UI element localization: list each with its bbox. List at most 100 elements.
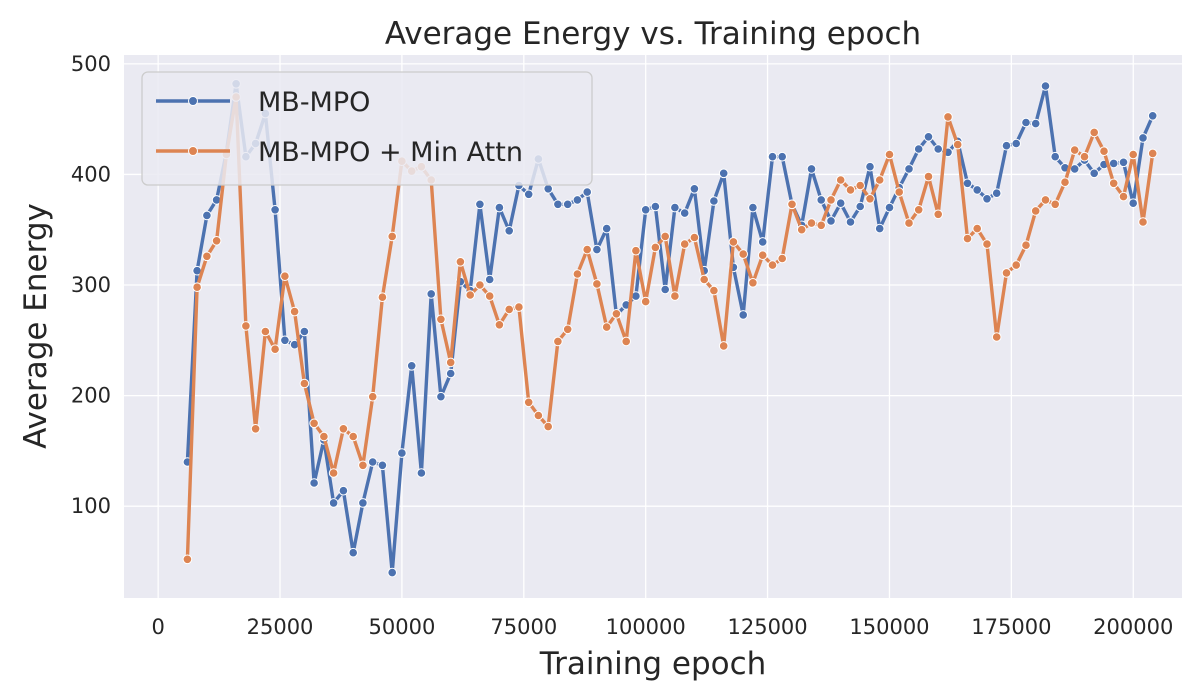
- data-point: [660, 284, 671, 295]
- data-point: [1118, 157, 1129, 168]
- data-point: [192, 282, 202, 293]
- data-point: [718, 341, 729, 351]
- y-tick-label: 500: [71, 52, 111, 76]
- data-point: [202, 251, 212, 262]
- data-point: [299, 326, 310, 337]
- data-point: [367, 391, 378, 402]
- data-point: [1060, 177, 1070, 187]
- data-point: [865, 161, 875, 172]
- data-point: [640, 296, 651, 307]
- data-point: [631, 245, 641, 256]
- data-point: [670, 291, 680, 301]
- data-point: [328, 468, 339, 478]
- data-point: [338, 424, 349, 434]
- data-point: [738, 249, 749, 259]
- data-point: [679, 239, 690, 249]
- data-point: [933, 144, 944, 154]
- data-point: [777, 151, 788, 162]
- data-point: [358, 460, 368, 471]
- data-point: [475, 199, 485, 210]
- data-point: [465, 290, 476, 300]
- data-point: [182, 554, 193, 565]
- data-point: [650, 201, 661, 212]
- data-point: [319, 431, 329, 442]
- data-point: [426, 289, 437, 299]
- data-point: [377, 292, 388, 303]
- data-point: [884, 149, 895, 160]
- data-point: [835, 175, 846, 185]
- data-point: [679, 208, 690, 218]
- series-1: [182, 92, 1158, 565]
- x-tick-label: 175000: [971, 615, 1051, 639]
- y-tick-label: 400: [71, 162, 111, 186]
- data-point: [1108, 158, 1119, 169]
- data-point: [377, 460, 388, 471]
- data-point: [611, 309, 622, 319]
- data-point: [504, 304, 515, 315]
- x-tick-label: 150000: [849, 615, 929, 639]
- y-tick-label: 200: [71, 384, 111, 408]
- x-tick-label: 125000: [727, 615, 807, 639]
- data-point: [962, 178, 973, 189]
- data-point: [874, 175, 885, 185]
- data-point: [767, 151, 778, 162]
- data-point: [962, 233, 973, 244]
- data-point: [387, 567, 398, 578]
- data-point: [904, 218, 914, 228]
- data-point: [455, 257, 466, 267]
- x-tick-label: 25000: [247, 615, 314, 639]
- data-point: [309, 478, 319, 488]
- data-point: [280, 335, 290, 346]
- x-tick-label: 50000: [369, 615, 436, 639]
- data-point: [855, 180, 866, 191]
- data-point: [309, 418, 319, 429]
- x-tick-label: 100000: [606, 615, 686, 639]
- data-point: [358, 498, 368, 508]
- data-point: [738, 310, 749, 320]
- y-tick-label: 300: [71, 273, 111, 297]
- data-point: [445, 368, 456, 379]
- data-point: [504, 226, 515, 236]
- data-point: [348, 547, 359, 558]
- data-point: [1011, 138, 1022, 149]
- data-point: [202, 210, 212, 221]
- data-point: [943, 112, 953, 122]
- data-point: [1079, 151, 1090, 162]
- y-axis-title: Average Energy: [18, 203, 54, 449]
- data-point: [689, 184, 700, 194]
- data-point: [543, 184, 554, 194]
- data-point: [1040, 195, 1051, 205]
- data-point: [494, 202, 505, 213]
- data-point: [1118, 191, 1129, 202]
- data-point: [757, 237, 768, 247]
- data-point: [338, 485, 349, 496]
- data-point: [280, 271, 290, 282]
- data-point: [709, 196, 719, 206]
- legend-box: [141, 71, 593, 186]
- data-point: [884, 202, 895, 213]
- data-point: [1021, 240, 1031, 250]
- data-point: [923, 132, 934, 142]
- data-point: [582, 187, 593, 197]
- data-point: [787, 199, 797, 210]
- data-point: [348, 431, 359, 442]
- data-point: [572, 195, 583, 205]
- data-point: [913, 144, 924, 154]
- y-tick-label: 100: [71, 494, 111, 518]
- data-point: [484, 274, 495, 285]
- data-point: [572, 269, 583, 279]
- data-point: [270, 205, 280, 215]
- data-point: [601, 322, 612, 332]
- legend-label-min-attn: MB-MPO + Min Attn: [258, 137, 523, 168]
- data-point: [972, 223, 983, 234]
- data-point: [777, 253, 788, 264]
- legend-marker-min-attn: [188, 146, 198, 156]
- data-point: [514, 302, 524, 312]
- x-tick-label: 200000: [1093, 615, 1173, 639]
- data-point: [933, 209, 944, 220]
- data-point: [1138, 133, 1148, 143]
- data-point: [826, 195, 836, 205]
- data-point: [1040, 81, 1051, 91]
- data-point: [709, 285, 719, 296]
- series-layer: [182, 79, 1158, 578]
